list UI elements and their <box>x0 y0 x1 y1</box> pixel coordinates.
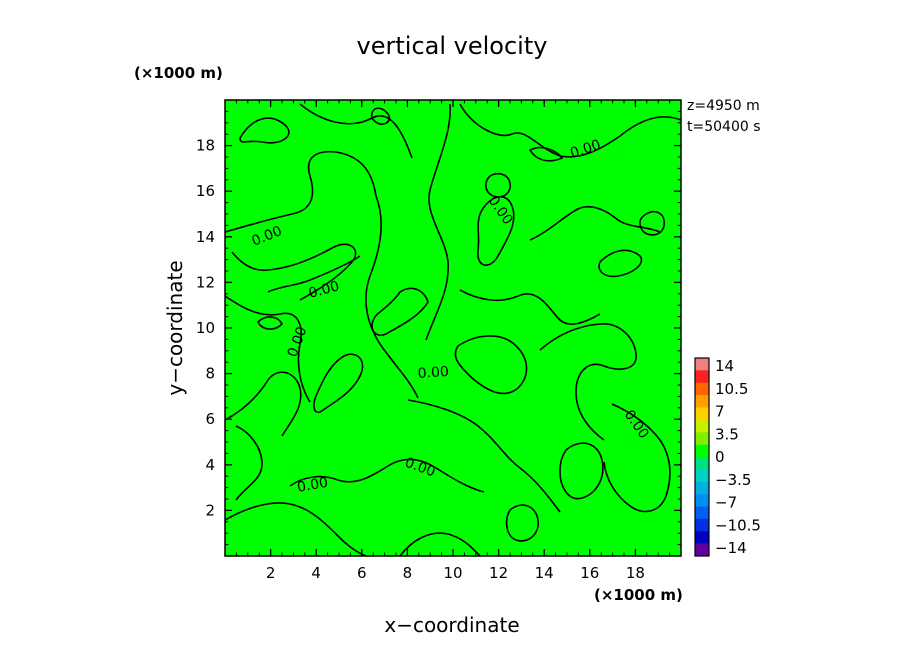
contour-line <box>235 425 263 501</box>
colorbar-swatch <box>695 469 709 483</box>
contour-line <box>529 205 661 241</box>
contour-line <box>399 532 481 556</box>
x-tick-label: 18 <box>626 564 645 582</box>
colorbar-tick-label: −10.5 <box>715 516 761 534</box>
contour-line <box>559 442 604 500</box>
colorbar-swatch <box>695 506 709 520</box>
contour-line <box>225 295 311 403</box>
contour-line <box>603 403 671 513</box>
x-tick-label: 12 <box>489 564 508 582</box>
y-tick-label: 12 <box>196 273 215 291</box>
y-tick-label: 10 <box>196 319 215 337</box>
contour-line <box>267 255 361 293</box>
contour-line <box>289 458 485 493</box>
contour-line <box>231 243 357 301</box>
x-axis-title: x−coordinate <box>384 613 519 637</box>
x-tick-label: 14 <box>535 564 554 582</box>
contour-label: 0.00 <box>296 475 329 496</box>
contour-line <box>407 399 561 513</box>
colorbar-tick-label: 10.5 <box>715 380 748 398</box>
height-annotation: z=4950 m <box>687 98 760 114</box>
colorbar-swatch <box>695 407 709 421</box>
colorbar-tick-label: 0 <box>715 448 725 466</box>
y-tick-label: 16 <box>196 182 215 200</box>
contour-line <box>598 249 643 278</box>
y-tick-label: 2 <box>205 501 215 519</box>
colorbar-swatch <box>695 382 709 396</box>
colorbar-swatch <box>695 457 709 470</box>
y-tick-label: 6 <box>205 410 215 428</box>
contour-line <box>370 107 391 125</box>
y-axis: 2 4 6 8 10 12 14 16 18 <box>196 110 681 546</box>
y-tick-label: 18 <box>196 137 215 155</box>
contour-line <box>225 502 367 556</box>
contour-line <box>528 146 564 162</box>
colorbar-tick-label: −3.5 <box>715 471 751 489</box>
colorbar-tick-label: −14 <box>715 539 747 557</box>
colorbar-swatch <box>695 370 709 384</box>
colorbar-swatch <box>695 444 709 458</box>
y-axis-title: y−coordinate <box>163 260 187 395</box>
contour-line <box>365 195 419 399</box>
chart-title: vertical velocity <box>357 32 548 60</box>
contour-line <box>371 287 429 336</box>
contour-line <box>225 150 377 233</box>
contour-line <box>239 117 290 144</box>
contour-line <box>539 323 637 441</box>
x-tick-label: 2 <box>266 564 276 582</box>
colorbar-swatch <box>695 395 709 408</box>
colorbar-swatch <box>695 518 709 532</box>
contour-line <box>639 210 666 236</box>
colorbar-tick-label: 3.5 <box>715 425 739 443</box>
contour-line <box>454 335 528 395</box>
time-annotation: t=50400 s <box>687 119 761 135</box>
x-tick-label: 16 <box>580 564 599 582</box>
colorbar-swatch <box>695 543 709 557</box>
y-tick-label: 14 <box>196 228 215 246</box>
colorbar: 14 10.5 7 3.5 0 −3.5 −7 −10.5 −14 <box>694 357 761 557</box>
colorbar-swatch <box>695 494 709 507</box>
colorbar-swatch <box>695 531 709 544</box>
contour-line <box>313 353 364 414</box>
x-tick-label: 6 <box>357 564 367 582</box>
x-unit-label: (×1000 m) <box>594 586 683 604</box>
x-tick-label: 10 <box>443 564 462 582</box>
x-tick-label: 8 <box>403 564 413 582</box>
colorbar-swatch <box>695 419 709 433</box>
contour-label: 0.00 <box>307 278 341 302</box>
y-unit-label: (×1000 m) <box>134 64 223 82</box>
contour-line <box>425 103 451 341</box>
contour-line <box>477 195 515 266</box>
x-axis: 2 4 6 8 10 12 14 16 18 <box>235 100 671 582</box>
x-tick-label: 4 <box>311 564 321 582</box>
contour-line <box>225 371 302 437</box>
colorbar-swatch <box>695 358 709 371</box>
colorbar-tick-label: −7 <box>715 494 737 512</box>
contour-label: 0.00 <box>417 364 449 382</box>
contour-line <box>459 289 601 325</box>
colorbar-tick-label: 14 <box>715 357 734 375</box>
contour-line <box>257 316 283 330</box>
colorbar-frame <box>694 357 710 557</box>
colorbar-swatch <box>695 432 709 445</box>
contour-line <box>505 504 539 542</box>
colorbar-tick-label: 7 <box>715 403 725 421</box>
y-tick-label: 4 <box>205 456 215 474</box>
contour-line <box>485 172 511 198</box>
y-tick-label: 8 <box>205 365 215 383</box>
contour-lines <box>225 103 681 556</box>
colorbar-swatch <box>695 481 709 495</box>
